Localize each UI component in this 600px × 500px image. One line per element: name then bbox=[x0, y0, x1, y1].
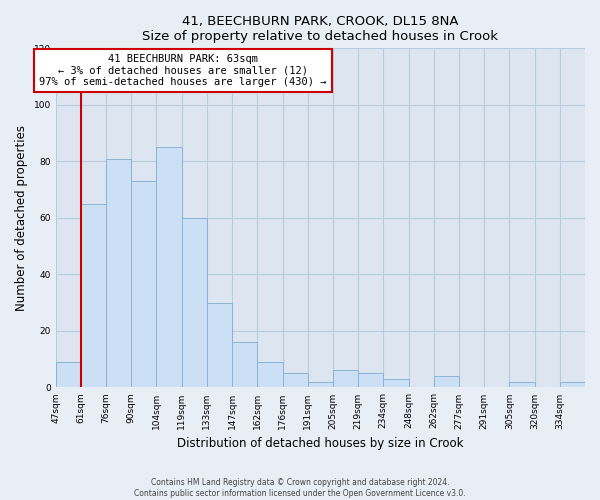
Bar bbox=[182, 218, 207, 388]
Bar bbox=[106, 158, 131, 388]
Title: 41, BEECHBURN PARK, CROOK, DL15 8NA
Size of property relative to detached houses: 41, BEECHBURN PARK, CROOK, DL15 8NA Size… bbox=[142, 15, 499, 43]
Bar bbox=[131, 181, 157, 388]
Bar bbox=[308, 382, 333, 388]
Bar bbox=[560, 382, 585, 388]
Bar bbox=[333, 370, 358, 388]
Bar bbox=[358, 374, 383, 388]
Bar bbox=[383, 379, 409, 388]
X-axis label: Distribution of detached houses by size in Crook: Distribution of detached houses by size … bbox=[177, 437, 464, 450]
Y-axis label: Number of detached properties: Number of detached properties bbox=[15, 125, 28, 311]
Bar bbox=[257, 362, 283, 388]
Text: 41 BEECHBURN PARK: 63sqm
← 3% of detached houses are smaller (12)
97% of semi-de: 41 BEECHBURN PARK: 63sqm ← 3% of detache… bbox=[39, 54, 326, 87]
Text: Contains HM Land Registry data © Crown copyright and database right 2024.
Contai: Contains HM Land Registry data © Crown c… bbox=[134, 478, 466, 498]
Bar bbox=[283, 374, 308, 388]
Bar bbox=[56, 362, 81, 388]
Bar bbox=[81, 204, 106, 388]
Bar bbox=[232, 342, 257, 388]
Bar bbox=[157, 147, 182, 388]
Bar bbox=[207, 302, 232, 388]
Bar bbox=[509, 382, 535, 388]
Bar bbox=[434, 376, 459, 388]
